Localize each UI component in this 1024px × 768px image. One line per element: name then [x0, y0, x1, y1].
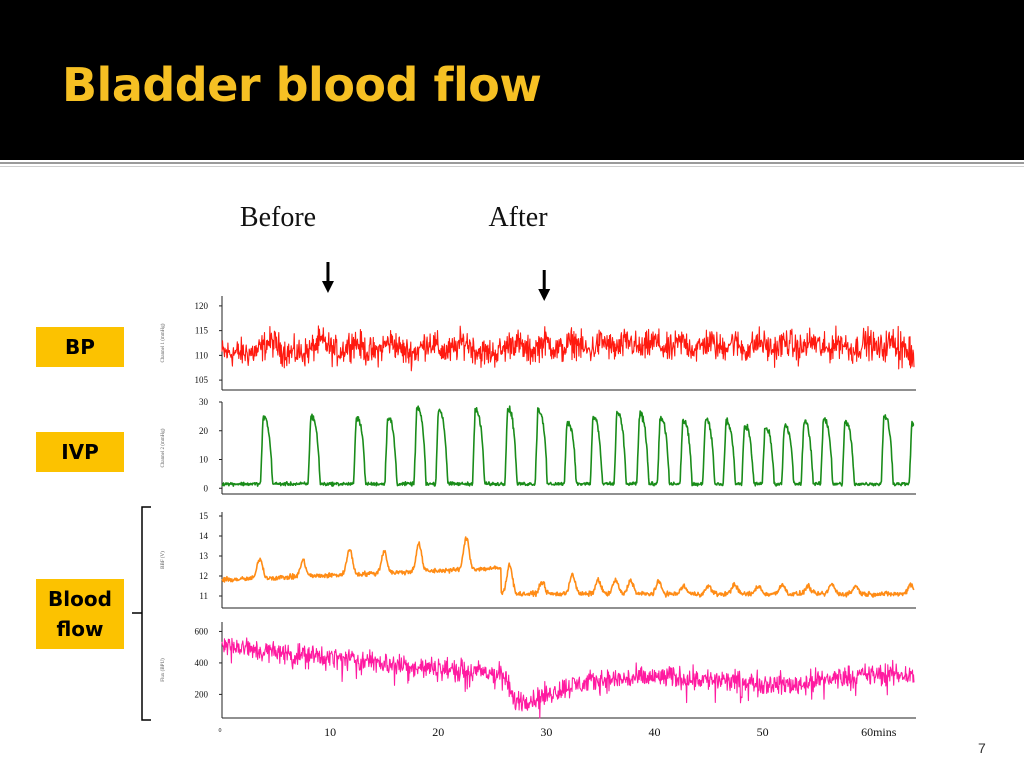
after-label: After [488, 202, 548, 233]
xtick-label-0: 10 [324, 725, 336, 739]
page-number: 7 [978, 740, 986, 756]
header-divider-thin [0, 166, 1024, 167]
label-bp: BP [36, 327, 124, 367]
xtick-label-1: 20 [432, 725, 444, 739]
label-ivp-text: IVP [61, 440, 99, 464]
ytick-label-flux-2: 200 [195, 689, 209, 699]
ytick-label-bp-3: 105 [195, 375, 209, 385]
xtick-label-2: 30 [540, 725, 552, 739]
ytick-label-bbf-2: 13 [199, 551, 209, 561]
xtick-label-4: 50 [757, 725, 769, 739]
ytick-label-flux-0: 600 [195, 626, 209, 636]
ylabel-flux: Flux (BPU) [161, 658, 166, 682]
label-ivp: IVP [36, 432, 124, 472]
label-bp-text: BP [65, 335, 95, 359]
ylabel-bbf: BBF (V) [161, 551, 166, 569]
after-arrow-head [538, 289, 551, 301]
series-line-bbf [221, 536, 915, 598]
xtick-label-3: 40 [649, 725, 661, 739]
label-blood-flow-line1: Blood [48, 587, 112, 611]
ytick-label-ivp-2: 10 [199, 455, 209, 465]
before-label: Before [240, 202, 316, 233]
ytick-label-ivp-0: 30 [199, 397, 209, 407]
ytick-label-ivp-3: 0 [204, 483, 209, 493]
ytick-label-bbf-4: 11 [199, 591, 208, 601]
ytick-label-bbf-3: 12 [199, 571, 208, 581]
ytick-label-bbf-1: 14 [199, 531, 209, 541]
slide-header [0, 0, 1024, 160]
ytick-label-ivp-1: 20 [199, 426, 209, 436]
before-arrow-head [321, 281, 334, 293]
xtick-origin: 0 [219, 728, 222, 734]
label-blood-flow: Blood flow [36, 579, 124, 649]
ytick-label-bp-2: 110 [195, 350, 209, 360]
series-line-ivp [221, 405, 915, 487]
label-blood-flow-line2: flow [56, 617, 104, 641]
ylabel-bp: Channel 1 (mmHg) [161, 323, 166, 362]
xtick-label-last: 60mins [861, 725, 897, 739]
header-divider [0, 162, 1024, 164]
ylabel-ivp: Channel 2 (mmHg) [161, 428, 166, 467]
blood-flow-bracket [141, 506, 151, 721]
ytick-label-bbf-0: 15 [199, 511, 209, 521]
ytick-label-bp-0: 120 [195, 301, 209, 311]
ytick-label-flux-1: 400 [195, 658, 209, 668]
series-line-bp [221, 325, 915, 372]
slide-title: Bladder blood flow [62, 58, 542, 112]
ytick-label-bp-1: 115 [195, 326, 209, 336]
series-line-flux [221, 637, 915, 719]
